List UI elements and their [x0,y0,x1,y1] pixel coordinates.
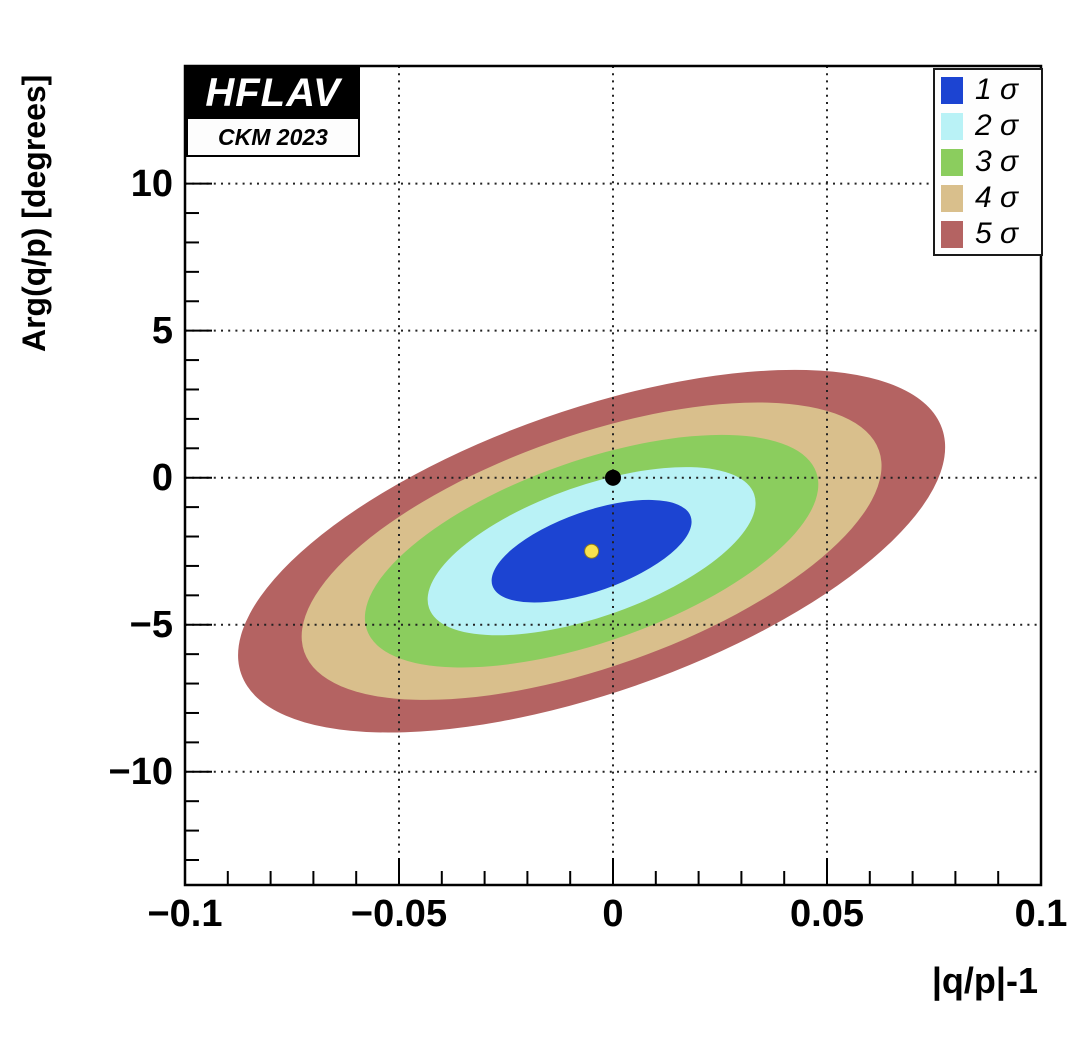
legend-row-1-sigma: 1 σ [941,75,1041,105]
y-tick-label--5: −5 [129,603,173,646]
legend-row-3-sigma: 3 σ [941,147,1041,177]
legend-label-2-sigma: 2 σ [975,109,1019,142]
legend-row-5-sigma: 5 σ [941,219,1041,249]
x-tick-label-0.05: 0.05 [790,893,864,935]
legend-swatch-4-sigma [941,184,963,212]
y-tick-label-0: 0 [151,456,173,499]
x-tick-label--0.05: −0.05 [350,893,448,935]
best-fit-marker [584,543,600,559]
hflav-logo-subtitle: CKM 2023 [186,119,360,157]
legend-swatch-3-sigma [941,148,963,176]
legend-swatch-1-sigma [941,76,963,104]
y-tick-label-10: 10 [130,162,173,205]
legend-label-1-sigma: 1 σ [975,73,1019,106]
hflav-logo: HFLAV CKM 2023 [186,67,360,157]
legend-label-3-sigma: 3 σ [975,145,1019,178]
y-tick-label-5: 5 [151,309,173,352]
reference-point-marker [605,469,621,486]
x-axis-title: |q/p|-1 [931,960,1038,1001]
y-tick-label--10: −10 [108,750,173,793]
legend-row-4-sigma: 4 σ [941,183,1041,213]
legend-row-2-sigma: 2 σ [941,111,1041,141]
legend-label-5-sigma: 5 σ [975,217,1019,250]
hflav-logo-title: HFLAV [186,67,360,119]
legend-label-4-sigma: 4 σ [975,181,1019,214]
legend-swatch-2-sigma [941,112,963,140]
x-tick-label-0.1: 0.1 [1014,893,1068,935]
x-tick-label--0.1: −0.1 [147,893,223,935]
x-tick-label-0: 0 [602,893,624,935]
legend-swatch-5-sigma [941,220,963,248]
